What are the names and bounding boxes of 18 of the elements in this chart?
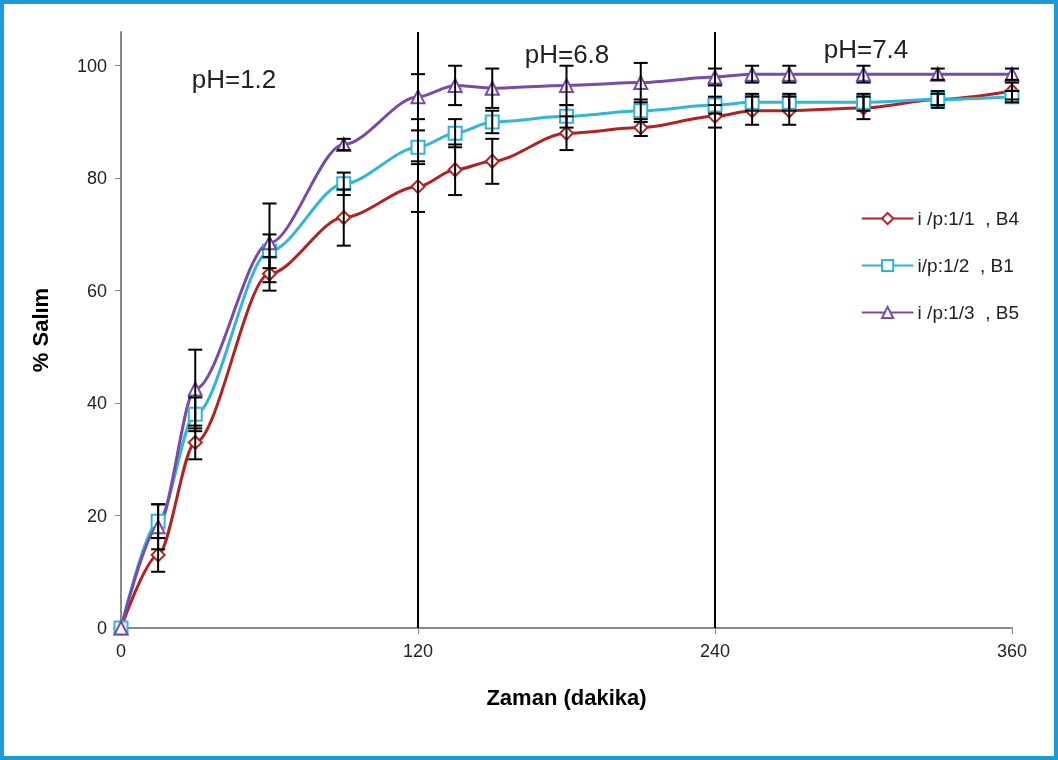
- x-tick-label: 0: [115, 641, 127, 661]
- y-tick-label: 0: [96, 618, 107, 638]
- annotation: pH=6.8: [524, 39, 610, 69]
- y-axis-title: % Salım: [27, 287, 53, 373]
- legend-label: i /p:1/3 , B5: [917, 302, 1020, 323]
- x-tick-label: 120: [402, 641, 434, 661]
- y-tick-label: 60: [86, 280, 107, 301]
- y-tick-label: 80: [86, 168, 107, 189]
- legend-label: i /p:1/1 , B4: [917, 208, 1020, 229]
- annotation: pH=7.4: [823, 34, 909, 64]
- x-axis-title: Zaman (dakika): [486, 684, 647, 710]
- x-tick-label: 360: [996, 641, 1028, 661]
- x-tick-label: 240: [699, 641, 731, 661]
- y-tick-label: 20: [86, 505, 107, 526]
- annotation: pH=1.2: [191, 64, 277, 94]
- y-tick-label: 40: [86, 393, 107, 414]
- legend-label: i/p:1/2 , B1: [917, 255, 1014, 276]
- y-tick-label: 100: [76, 55, 107, 76]
